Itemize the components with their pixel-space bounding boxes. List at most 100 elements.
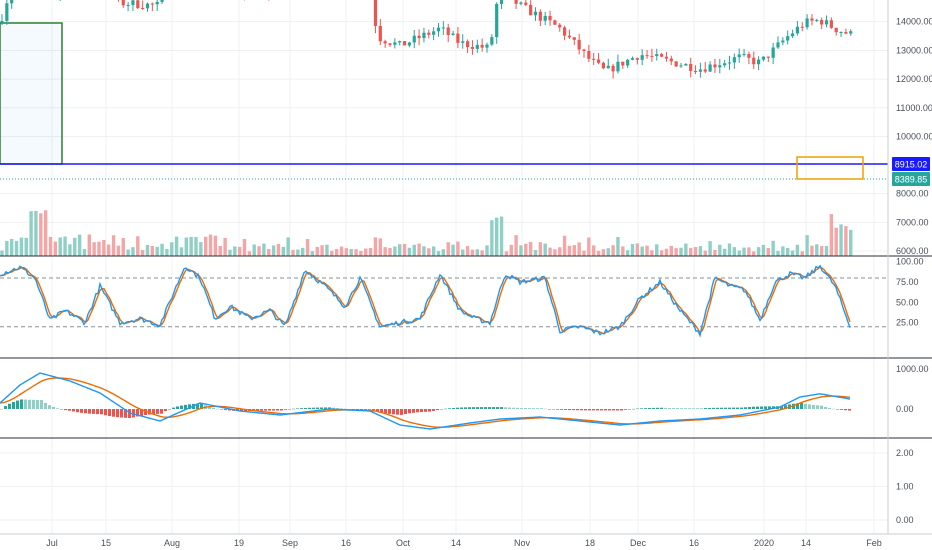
stochastic-axis[interactable]: 100.00 75.00 50.00 25.00 <box>896 257 924 328</box>
macd-histogram-bar <box>800 402 803 409</box>
macd-histogram-bar <box>736 407 739 409</box>
candle-body <box>495 3 499 38</box>
macd-histogram-bar <box>200 403 203 409</box>
candle-body <box>553 20 557 25</box>
candle-body <box>596 59 601 63</box>
macd-histogram-bar <box>316 407 319 409</box>
macd-histogram-bar <box>176 406 179 409</box>
volume-bar <box>237 246 242 256</box>
time-axis-label: Nov <box>514 538 531 548</box>
candle-body <box>689 63 693 71</box>
candle-body <box>558 24 562 28</box>
volume-bar <box>315 246 319 256</box>
candle-body <box>650 55 654 57</box>
time-axis-label: 18 <box>585 538 595 548</box>
candle-body <box>466 41 470 48</box>
macd-histogram-bar <box>404 409 407 415</box>
volume-bar <box>257 246 261 256</box>
volume-bar <box>766 247 770 256</box>
candle-body <box>126 4 130 6</box>
volume-bar <box>39 213 43 256</box>
macd-histogram-bar <box>696 408 699 409</box>
candle-body <box>727 62 732 64</box>
lower-panel-axis[interactable]: 2.00 1.00 0.00 <box>896 448 914 525</box>
volume-bar <box>291 249 295 256</box>
volume-bar <box>330 250 334 256</box>
orange-highlight-box <box>796 156 864 180</box>
macd-histogram-bar <box>556 409 559 410</box>
volume-bar <box>640 246 644 256</box>
candle-body <box>795 26 799 34</box>
candle-body <box>412 35 416 43</box>
candlesticks[interactable] <box>0 0 853 79</box>
macd-histogram-bar <box>664 407 667 409</box>
macd-histogram-bar <box>472 407 475 409</box>
candle-body <box>533 11 538 16</box>
candle-body <box>713 64 717 68</box>
volume-bar <box>475 249 479 256</box>
macd-histogram-bar <box>424 409 427 412</box>
volume-bar <box>116 245 121 256</box>
macd-histogram-bar <box>668 407 671 409</box>
volume-bar <box>189 236 193 256</box>
candle-body <box>626 59 630 66</box>
volume-bar <box>29 211 33 256</box>
candle-body <box>136 0 140 8</box>
macd-histogram-bar <box>536 408 539 409</box>
macd-signal-line <box>0 377 851 428</box>
volume-bar <box>436 251 441 256</box>
volume-bar <box>213 235 218 256</box>
macd-histogram-bar <box>584 409 587 411</box>
macd-axis-label: 1000.00 <box>896 364 929 374</box>
volume-bar <box>73 237 77 256</box>
macd-histogram-bar <box>628 409 631 410</box>
grid <box>0 0 888 534</box>
volume-bar <box>592 245 596 256</box>
volume-bar <box>145 244 150 256</box>
macd-histogram-bar <box>576 409 579 411</box>
candle-body <box>723 63 727 66</box>
volume-bar <box>24 237 28 256</box>
volume-bar <box>761 244 766 256</box>
candle-body <box>499 0 504 4</box>
candle-body <box>383 41 387 44</box>
macd-histogram-bar <box>168 409 171 410</box>
macd-histogram-bar <box>400 409 403 415</box>
time-axis-label: Jul <box>46 538 58 548</box>
macd-histogram-bar <box>704 408 707 409</box>
macd-histogram-bar <box>44 402 47 409</box>
volume-bar <box>616 237 620 256</box>
macd-histogram-bar <box>504 407 507 409</box>
candle-body <box>601 62 605 69</box>
volume-bar <box>829 214 834 256</box>
macd-histogram-bar <box>336 408 339 409</box>
volume-bar <box>242 238 247 256</box>
macd-histogram-bar <box>568 409 571 411</box>
volume-bar <box>839 224 843 256</box>
macd-histogram-bar <box>364 409 367 410</box>
volume-bar <box>199 242 203 256</box>
macd-histogram-bar <box>564 409 567 410</box>
volume-bar <box>349 248 353 256</box>
candle-body <box>790 33 795 37</box>
macd-histogram-bar <box>484 407 487 409</box>
candle-body <box>776 42 780 48</box>
macd-histogram-bar <box>632 408 635 410</box>
macd-histogram-bar <box>352 409 355 410</box>
volume-bar <box>43 210 48 256</box>
macd-histogram-bar <box>328 407 331 409</box>
macd-histogram-bar <box>8 403 11 409</box>
volume-bar <box>34 210 38 256</box>
candle-body <box>563 27 567 36</box>
macd-histogram-bar <box>256 409 259 411</box>
macd-axis[interactable]: 1000.00 0.00 <box>896 364 929 414</box>
price-axis[interactable]: 14000.00 13000.00 12000.00 11000.00 10000.00… <box>896 17 932 256</box>
macd-histogram-bar <box>784 405 787 409</box>
macd-histogram-bar <box>260 409 263 411</box>
volume-bar <box>441 249 446 256</box>
time-axis-label: Oct <box>396 538 411 548</box>
candle-body <box>567 35 572 38</box>
macd-histogram-bar <box>752 406 755 409</box>
time-axis[interactable]: Jul 15 Aug 19 Sep 16 Oct 14 Nov 18 Dec 16 2020 14 Feb <box>46 538 882 548</box>
